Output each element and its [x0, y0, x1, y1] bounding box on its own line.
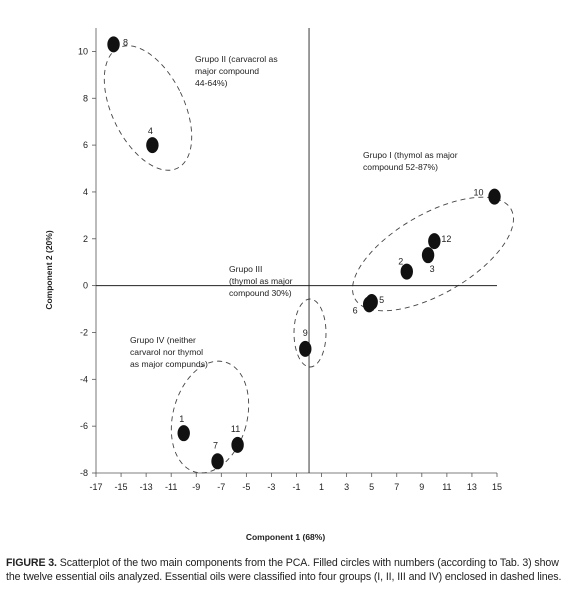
data-point-2	[400, 263, 413, 280]
data-point-label-5: 5	[379, 295, 384, 305]
data-point-label-9: 9	[303, 328, 308, 338]
data-point-7	[211, 453, 224, 470]
x-tick-label: 9	[419, 482, 424, 492]
figure-caption: FIGURE 3. Scatterplot of the two main co…	[6, 556, 566, 584]
data-point-label-12: 12	[441, 234, 451, 244]
x-axis-label: Component 1 (68%)	[245, 532, 326, 542]
group-II-ellipse	[103, 45, 193, 171]
data-point-10	[488, 188, 501, 205]
group-IV-ellipse	[170, 360, 250, 474]
data-point-label-6: 6	[353, 305, 358, 315]
x-tick-label: 1	[319, 482, 324, 492]
data-point-label-7: 7	[213, 440, 218, 450]
caption-text: Scatterplot of the two main components f…	[6, 557, 562, 583]
x-tick-label: -17	[89, 482, 102, 492]
group-label-grupo-iii: Grupo III (thymol as major compound 30%)	[229, 264, 293, 298]
x-tick-label: -11	[165, 482, 177, 492]
data-point-label-1: 1	[179, 414, 184, 424]
x-tick-label: -5	[242, 482, 250, 492]
plot-frame	[95, 28, 497, 474]
group-label-line: carvarol nor thymol	[130, 347, 203, 357]
x-tick-label: 3	[344, 482, 349, 492]
y-tick-label: -6	[80, 421, 88, 431]
data-point-3	[421, 247, 435, 264]
caption-lead: FIGURE 3.	[6, 557, 57, 569]
group-label-grupo-ii: Grupo II (carvacrol as major compound 44-6…	[195, 54, 278, 88]
data-point-label-2: 2	[398, 257, 403, 267]
data-point-label-11: 11	[231, 424, 240, 434]
x-tick-label: -7	[217, 482, 225, 492]
group-labels: Grupo I (thymol as major compound 52-87%)…	[130, 54, 458, 369]
data-point-4	[146, 137, 159, 154]
y-tick-label: -8	[80, 468, 88, 478]
x-tick-label: 5	[369, 482, 374, 492]
x-tick-label: 7	[394, 482, 399, 492]
x-tick-label: -13	[140, 482, 153, 492]
group-label-line: major compound	[195, 66, 259, 76]
group-label-line: (thymol as major	[229, 276, 293, 286]
y-tick-label: 0	[83, 281, 88, 291]
group-label-line: Grupo I (thymol as major	[363, 150, 458, 160]
y-tick-label: 4	[83, 187, 88, 197]
group-label-grupo-iv: Grupo IV (neither carvarol nor thymol as m…	[130, 335, 208, 369]
data-point-1	[177, 425, 190, 442]
x-tick-label: -9	[192, 482, 200, 492]
y-tick-label: -2	[80, 327, 88, 337]
group-label-line: as major compunds)	[130, 359, 208, 369]
ticks: -17 -15 -13 -11 -9 -7 -5 -3 -1 1 3 5 7 9 11 13 15-8-6-4-…	[78, 46, 502, 492]
x-tick-label: 11	[442, 482, 451, 492]
y-tick-label: 10	[78, 46, 88, 56]
group-III-ellipse	[293, 298, 327, 368]
x-tick-label: 15	[492, 482, 502, 492]
axes	[96, 28, 497, 473]
y-tick-label: 2	[83, 234, 88, 244]
y-tick-label: 6	[83, 140, 88, 150]
x-tick-label: 13	[467, 482, 477, 492]
x-tick-label: -1	[292, 482, 300, 492]
data-point-label-8: 8	[123, 37, 128, 47]
data-point-11	[231, 436, 244, 453]
pca-scatterplot: -17 -15 -13 -11 -9 -7 -5 -3 -1 1 3 5 7 9 11 13 15-8-6-4-…	[78, 28, 514, 492]
y-axis-label: Component 2 (20%)	[44, 230, 54, 310]
data-point-8	[107, 36, 120, 53]
group-label-line: compound 30%)	[229, 288, 292, 298]
data-point-12	[428, 233, 441, 250]
y-tick-label: 8	[83, 93, 88, 103]
y-tick-label: -4	[80, 374, 88, 384]
data-point-label-4: 4	[148, 126, 153, 136]
group-label-line: 44-64%)	[195, 78, 228, 88]
x-tick-label: -15	[115, 482, 128, 492]
group-label-line: Grupo III	[229, 264, 262, 274]
data-point-6	[362, 296, 376, 313]
group-I-ellipse	[352, 196, 514, 312]
group-label-grupo-i: Grupo I (thymol as major compound 52-87%)	[363, 150, 458, 172]
group-label-line: compound 52-87%)	[363, 162, 438, 172]
data-point-label-3: 3	[430, 264, 435, 274]
x-tick-label: -3	[267, 482, 275, 492]
group-label-line: Grupo IV (neither	[130, 335, 196, 345]
data-point-9	[299, 340, 312, 357]
data-point-label-10: 10	[473, 188, 483, 198]
group-label-line: Grupo II (carvacrol as	[195, 54, 278, 64]
